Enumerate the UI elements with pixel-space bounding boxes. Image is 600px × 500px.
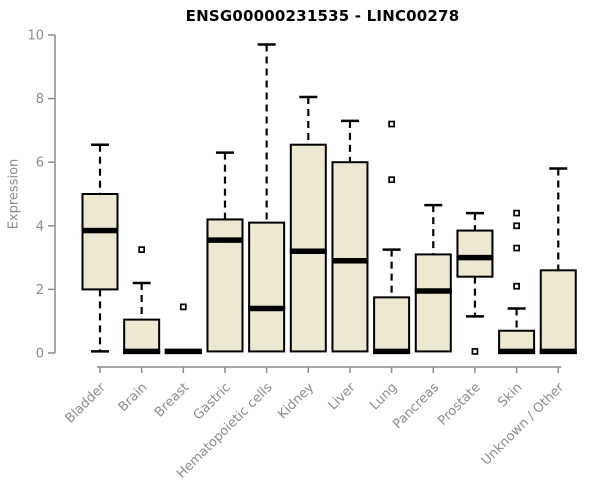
outlier-prostate-0 — [471, 348, 479, 355]
x-tick-label-skin: Skin — [495, 380, 525, 410]
x-tick-label-brain: Brain — [116, 380, 151, 415]
outlier-brain-0 — [138, 246, 146, 253]
box-kidney — [289, 143, 327, 353]
outlier-skin-0 — [513, 282, 520, 290]
outlier-skin-2 — [513, 222, 520, 230]
median-liver — [331, 258, 369, 264]
box-lung — [373, 296, 411, 355]
median-bladder — [81, 227, 119, 234]
median-prostate — [456, 254, 494, 261]
median-kidney — [289, 248, 327, 254]
outlier-skin-3 — [513, 209, 520, 217]
median-hematopoietic-cells — [248, 305, 286, 312]
box-pancreas — [414, 253, 452, 353]
x-tick-label-kidney: Kidney — [275, 380, 317, 422]
box-hematopoietic-cells — [248, 221, 286, 353]
box-brain — [123, 318, 161, 354]
chart-title: ENSG00000231535 - LINC00278 — [185, 7, 460, 25]
y-tick-label: 4 — [36, 219, 44, 234]
outlier-breast-0 — [179, 303, 187, 311]
y-tick-label: 8 — [36, 92, 44, 107]
median-brain — [123, 348, 161, 355]
x-tick-label-liver: Liver — [326, 380, 360, 414]
median-skin — [498, 348, 536, 355]
x-tick-label-breast: Breast — [152, 380, 192, 420]
y-tick-label: 2 — [36, 283, 44, 298]
outlier-lung-0 — [388, 176, 395, 184]
x-tick-label-pancreas: Pancreas — [390, 380, 442, 432]
outlier-lung-1 — [388, 120, 395, 128]
box-prostate — [456, 229, 494, 278]
median-pancreas — [414, 288, 452, 294]
outlier-skin-1 — [513, 244, 520, 252]
median-lung — [373, 348, 411, 355]
y-tick-label: 6 — [36, 156, 44, 171]
box-unknown-other — [539, 269, 577, 355]
median-unknown-other — [539, 348, 577, 355]
y-tick-label: 10 — [27, 29, 44, 44]
median-gastric — [206, 237, 244, 243]
y-tick-label: 0 — [36, 347, 44, 362]
x-tick-label-bladder: Bladder — [63, 380, 110, 427]
box-bladder — [81, 193, 119, 291]
box-liver — [331, 161, 369, 353]
x-tick-label-lung: Lung — [367, 380, 400, 413]
median-breast — [164, 348, 202, 355]
x-tick-label-prostate: Prostate — [435, 380, 483, 428]
